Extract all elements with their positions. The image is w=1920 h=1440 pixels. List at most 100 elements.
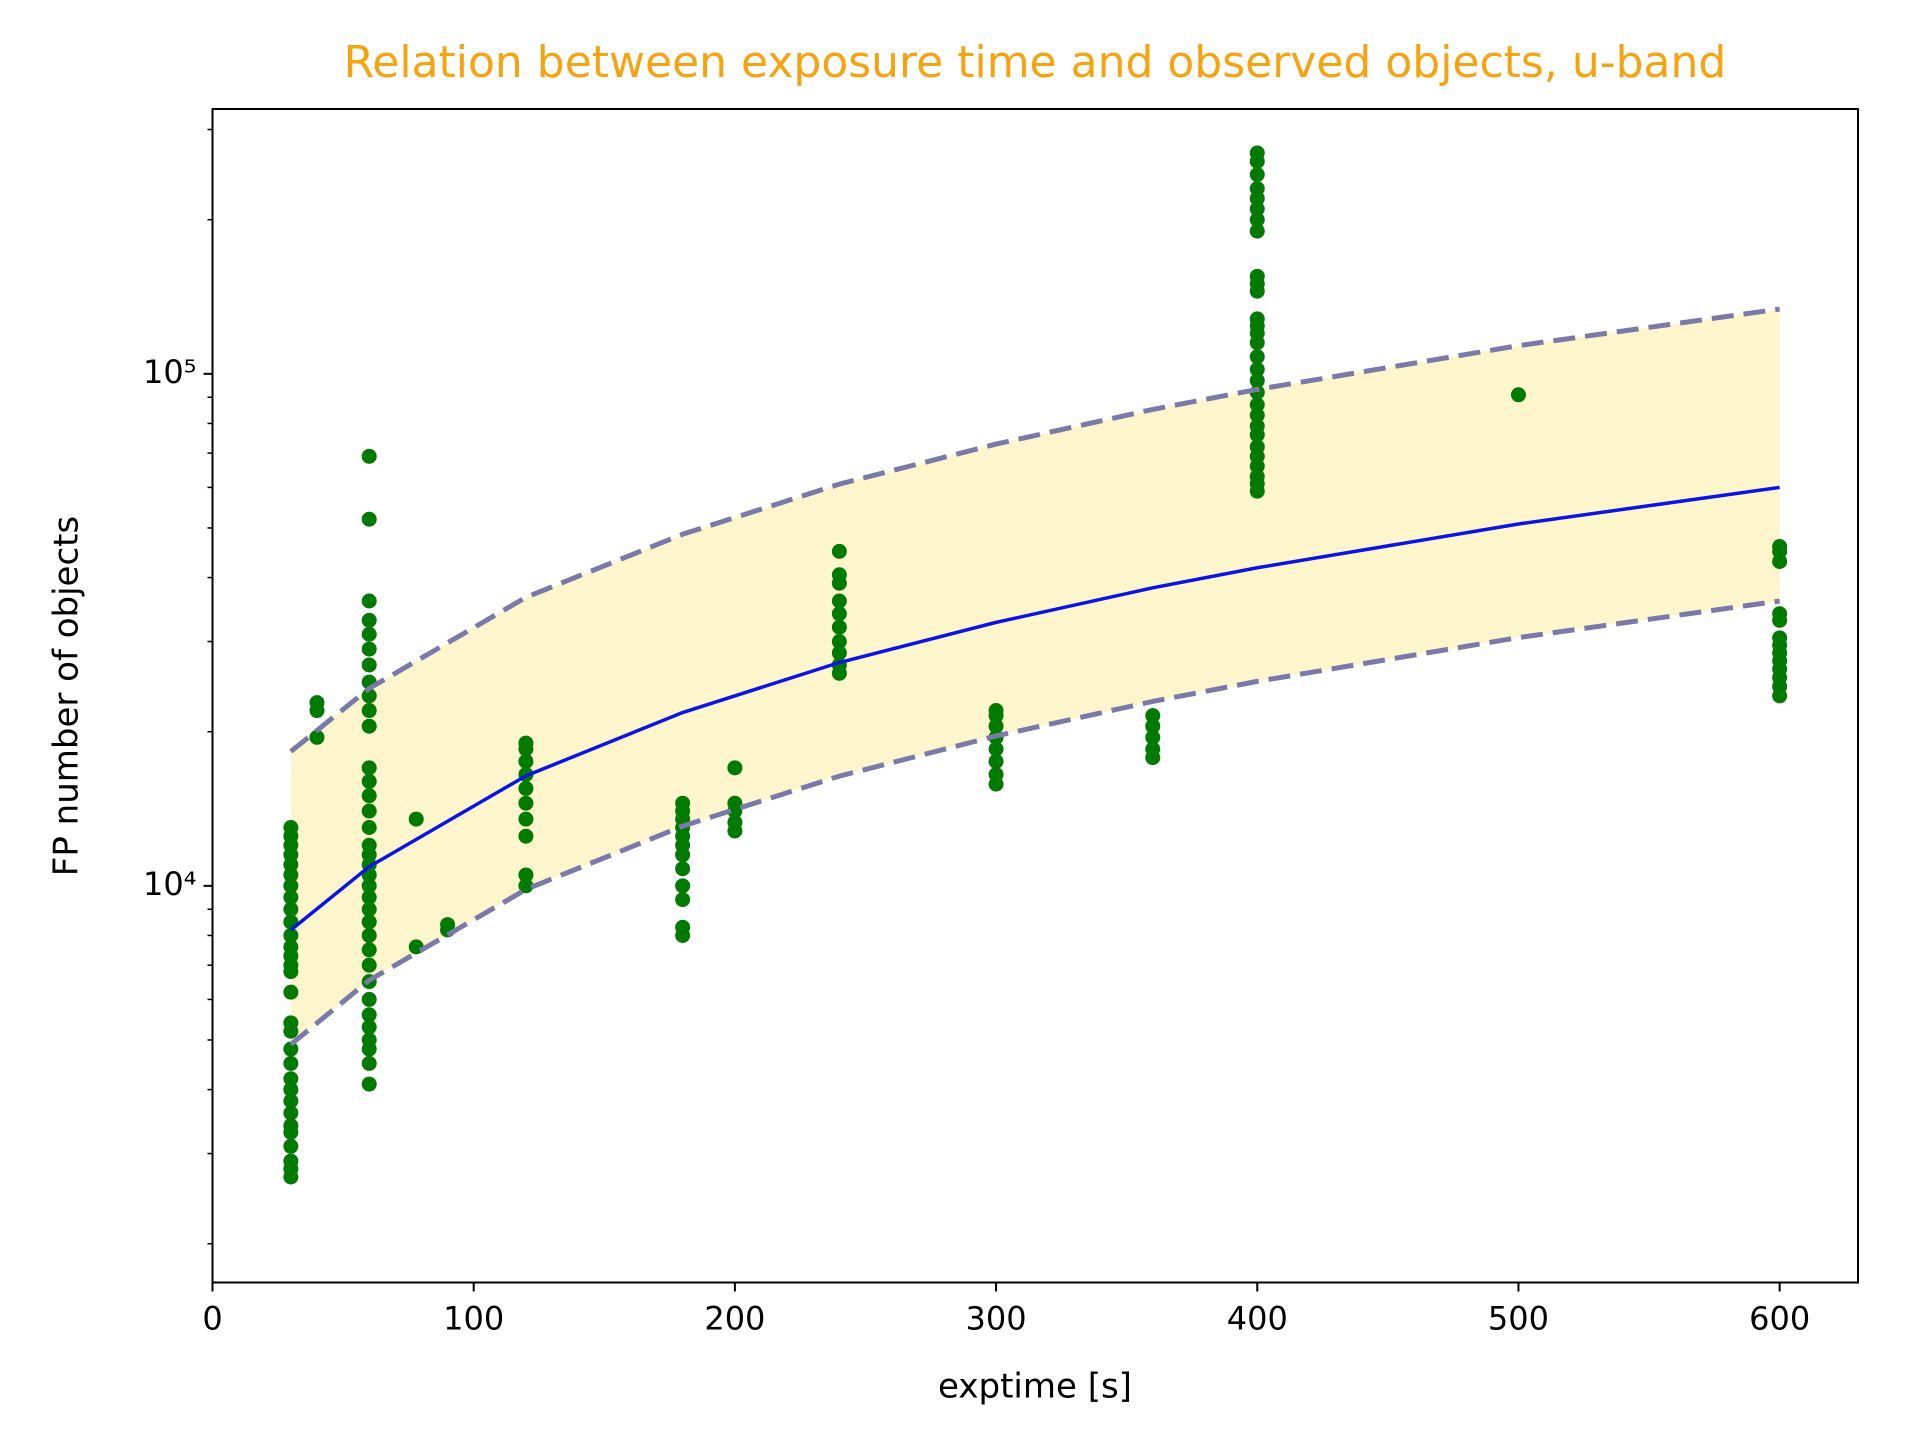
data-point (361, 889, 377, 905)
data-point (727, 814, 743, 830)
data-point (361, 773, 377, 789)
data-point (283, 1015, 299, 1031)
data-point (518, 735, 534, 751)
data-point (1772, 606, 1788, 622)
data-point (727, 760, 743, 776)
data-point (518, 753, 534, 769)
data-point (283, 1093, 299, 1109)
data-point (361, 593, 377, 609)
data-point (831, 543, 847, 559)
x-tick-label: 600 (1749, 1300, 1810, 1338)
data-point (283, 1082, 299, 1098)
data-point (361, 1019, 377, 1035)
data-point (1772, 630, 1788, 646)
data-point (518, 867, 534, 883)
data-point (361, 991, 377, 1007)
data-point (361, 803, 377, 819)
data-point (1145, 729, 1161, 745)
data-point (1249, 181, 1265, 197)
data-point (283, 1105, 299, 1121)
data-point (1249, 167, 1265, 183)
data-point (1249, 361, 1265, 377)
y-axis-label: FP number of objects (47, 516, 87, 876)
data-point (283, 867, 299, 883)
data-point (1249, 212, 1265, 228)
data-point (831, 619, 847, 635)
data-point (361, 1055, 377, 1071)
data-point (361, 927, 377, 943)
data-point (361, 819, 377, 835)
data-point (831, 645, 847, 661)
data-point (283, 878, 299, 894)
data-point (361, 626, 377, 642)
data-point (1249, 439, 1265, 455)
data-point (283, 1153, 299, 1169)
data-point (831, 567, 847, 583)
data-point (518, 828, 534, 844)
data-point (727, 795, 743, 811)
data-point (1249, 397, 1265, 413)
data-point (283, 1041, 299, 1057)
data-point (518, 780, 534, 796)
data-point (361, 641, 377, 657)
data-point (1249, 373, 1265, 389)
y-tick-label: 10⁵ (143, 353, 197, 391)
data-point (283, 1071, 299, 1087)
data-point (440, 917, 456, 933)
data-point (675, 795, 691, 811)
data-point (675, 861, 691, 877)
data-point (831, 606, 847, 622)
data-point (361, 957, 377, 973)
data-point (1249, 201, 1265, 217)
data-point (675, 878, 691, 894)
data-point (361, 1007, 377, 1023)
data-point (283, 1055, 299, 1071)
data-point (1249, 418, 1265, 434)
data-point (361, 901, 377, 917)
data-point (283, 819, 299, 835)
data-point (1772, 538, 1788, 554)
data-point (988, 753, 1004, 769)
x-tick-label: 500 (1488, 1300, 1549, 1338)
confidence-band (290, 309, 1780, 1045)
data-point (361, 1076, 377, 1092)
data-point (361, 703, 377, 719)
data-point (309, 729, 325, 745)
data-point (1249, 223, 1265, 239)
data-point (361, 511, 377, 527)
data-point (408, 811, 424, 827)
data-point (283, 901, 299, 917)
data-point (361, 914, 377, 930)
data-point (361, 788, 377, 804)
data-point (1145, 708, 1161, 724)
data-point (988, 718, 1004, 734)
x-tick-label: 400 (1227, 1300, 1288, 1338)
data-point (283, 889, 299, 905)
data-point (1249, 311, 1265, 327)
data-point (361, 1032, 377, 1048)
data-point (1249, 268, 1265, 284)
data-point (1510, 387, 1526, 403)
data-point (361, 760, 377, 776)
data-point (283, 939, 299, 955)
data-point (831, 593, 847, 609)
data-point (361, 688, 377, 704)
axes-frame (211, 108, 1859, 1284)
data-point (283, 1118, 299, 1134)
data-point (361, 657, 377, 673)
data-point (988, 703, 1004, 719)
chart-title: Relation between exposure time and obser… (344, 37, 1727, 88)
data-point (361, 942, 377, 958)
data-point (309, 695, 325, 711)
data-point (988, 766, 1004, 782)
x-tick-label: 300 (966, 1300, 1027, 1338)
x-axis-label: exptime [s] (938, 1367, 1132, 1407)
data-point (988, 741, 1004, 757)
data-point (1145, 741, 1161, 757)
data-point (361, 878, 377, 894)
data-point (361, 837, 377, 853)
x-tick-label: 0 (202, 1300, 222, 1338)
data-point (361, 612, 377, 628)
